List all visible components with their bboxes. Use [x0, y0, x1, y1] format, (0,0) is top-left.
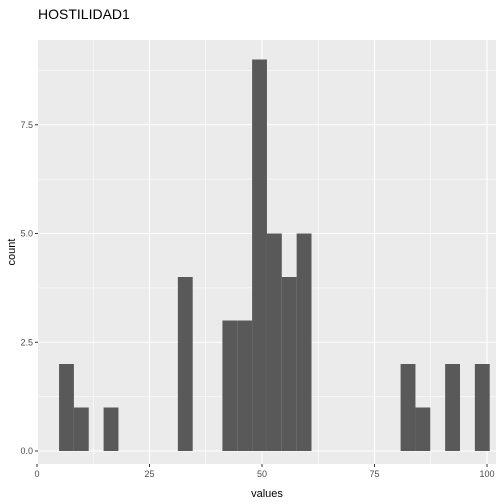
histogram-bar: [445, 364, 460, 451]
histogram-bar: [400, 364, 416, 451]
histogram-bar: [177, 277, 193, 451]
x-axis-label: values: [251, 488, 283, 500]
histogram-bar: [73, 407, 89, 451]
histogram-bar: [252, 59, 267, 451]
x-tick-label: 75: [369, 469, 379, 479]
histogram-bar: [103, 407, 119, 451]
y-tick-label: 7.5: [20, 120, 33, 130]
histogram-bar: [474, 364, 490, 451]
y-tick-label: 5.0: [20, 229, 33, 239]
y-axis-label: count: [6, 239, 18, 266]
y-tick-label: 0.0: [20, 446, 33, 456]
x-tick-label: 25: [144, 469, 154, 479]
histogram-bar: [415, 407, 431, 451]
histogram-bar: [237, 320, 253, 451]
x-tick-label: 50: [257, 469, 267, 479]
chart-title: HOSTILIDAD1: [38, 6, 130, 22]
histogram-bar: [266, 233, 282, 451]
histogram-bars: [59, 59, 490, 451]
histogram-bar: [296, 233, 312, 451]
x-tick-label: 0: [34, 469, 39, 479]
axis-ticks: 0 25 50 75 100 0.0 2.5 5.0 7.5: [20, 120, 494, 479]
histogram-bar: [281, 277, 297, 451]
histogram-bar: [222, 320, 238, 451]
x-tick-label: 100: [479, 469, 494, 479]
y-tick-label: 2.5: [20, 337, 33, 347]
histogram-bar: [59, 364, 74, 451]
